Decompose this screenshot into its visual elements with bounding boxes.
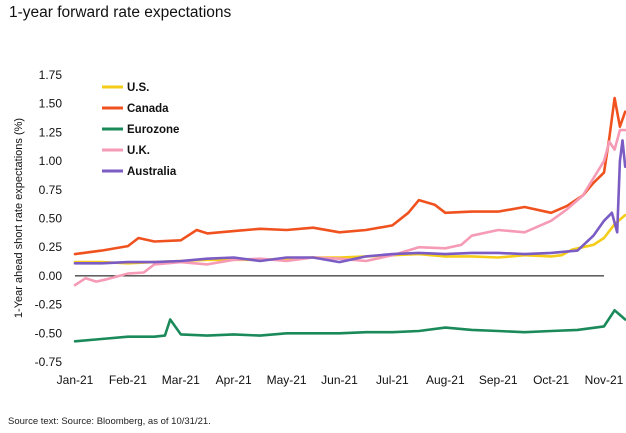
y-tick-label: -0.50 bbox=[35, 326, 63, 340]
x-tick-label: May-21 bbox=[267, 373, 307, 387]
y-tick-label: 0.75 bbox=[39, 183, 63, 197]
x-tick-label: Mar-21 bbox=[162, 373, 200, 387]
series-line-eurozone bbox=[73, 308, 626, 343]
x-tick-label: Feb-21 bbox=[109, 373, 147, 387]
x-tick-label: Aug-21 bbox=[426, 373, 465, 387]
series-line-u-s bbox=[73, 213, 626, 265]
series-lines bbox=[73, 96, 626, 343]
x-tick-label: Apr-21 bbox=[216, 373, 252, 387]
source-note: Source text: Source: Bloomberg, as of 10… bbox=[8, 416, 211, 427]
chart-title: 1-year forward rate expectations bbox=[9, 4, 232, 21]
x-tick-label: Oct-21 bbox=[533, 373, 569, 387]
y-axis-ticks: 1.75 1.50 1.25 1.00 0.75 0.50 0.25 0.00 -0.25 -0.… bbox=[35, 68, 63, 369]
y-axis-title: 1-Year ahead short rate expectations (%) bbox=[13, 118, 25, 318]
y-tick-label: 1.50 bbox=[39, 97, 63, 111]
y-tick-label: -0.25 bbox=[35, 298, 63, 312]
y-tick-label: 1.75 bbox=[39, 68, 63, 82]
x-tick-label: Jul-21 bbox=[376, 373, 409, 387]
x-tick-label: Nov-21 bbox=[585, 373, 624, 387]
legend-label: U.K. bbox=[127, 145, 150, 157]
legend-label: Australia bbox=[127, 166, 177, 178]
x-tick-label: Jun-21 bbox=[321, 373, 358, 387]
series-line-australia bbox=[73, 139, 626, 265]
y-tick-label: 0.25 bbox=[39, 240, 63, 254]
legend-label: Eurozone bbox=[127, 124, 179, 136]
legend-label: U.S. bbox=[127, 82, 149, 94]
y-tick-label: 0.00 bbox=[39, 269, 63, 283]
x-tick-label: Sep-21 bbox=[479, 373, 518, 387]
y-tick-label: -0.75 bbox=[35, 355, 63, 369]
legend-label: Canada bbox=[127, 103, 169, 115]
x-tick-label: Jan-21 bbox=[57, 373, 94, 387]
y-tick-label: 1.25 bbox=[39, 125, 63, 139]
y-axis-label: 1-Year ahead short rate expectations (%) bbox=[13, 118, 25, 318]
legend: U.S. Canada Eurozone U.K. Australia bbox=[102, 82, 179, 178]
y-tick-label: 0.50 bbox=[39, 212, 63, 226]
y-tick-label: 1.00 bbox=[39, 154, 63, 168]
x-axis-ticks: Jan-21 Feb-21 Mar-21 Apr-21 May-21 Jun-21 Jul-… bbox=[57, 373, 624, 387]
series-line-canada bbox=[73, 96, 626, 256]
